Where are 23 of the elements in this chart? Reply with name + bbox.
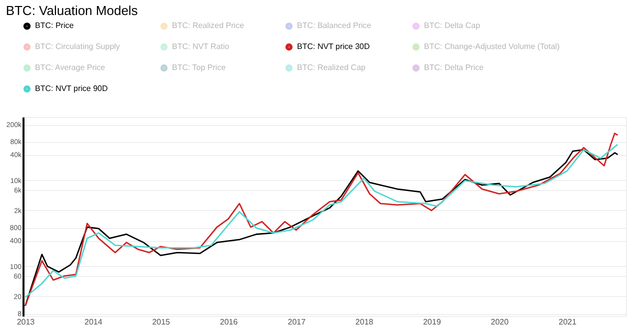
x-tick-label: 2015 (152, 318, 171, 326)
legend-label: BTC: Delta Price (424, 63, 484, 72)
x-tick-label: 2021 (558, 318, 577, 326)
legend-label: BTC: Change-Adjusted Volume (Total) (424, 42, 560, 51)
x-tick-label: 2016 (220, 318, 238, 326)
x-tick-label: 2020 (490, 318, 510, 326)
legend-label: BTC: Average Price (35, 63, 106, 72)
x-tick-label: 2017 (288, 318, 306, 326)
x-tick-label: 2018 (355, 318, 374, 326)
legend-label: BTC: Delta Cap (424, 21, 481, 30)
legend-label: BTC: Circulating Supply (35, 42, 120, 51)
legend-label: BTC: Price (35, 21, 74, 30)
legend-label: BTC: NVT price 30D (297, 42, 370, 51)
x-tick-label: 2014 (84, 318, 103, 326)
legend-label: BTC: NVT price 90D (35, 84, 108, 93)
legend-label: BTC: NVT Ratio (172, 42, 230, 51)
legend-label: BTC: Realized Cap (297, 63, 366, 72)
x-tick-label: 2013 (16, 318, 36, 326)
x-tick-label: 2019 (423, 318, 442, 326)
chart-title: BTC: Valuation Models (6, 3, 138, 18)
legend-label: BTC: Balanced Price (297, 21, 372, 30)
legend-label: BTC: Realized Price (172, 21, 245, 30)
legend-label: BTC: Top Price (172, 63, 226, 72)
